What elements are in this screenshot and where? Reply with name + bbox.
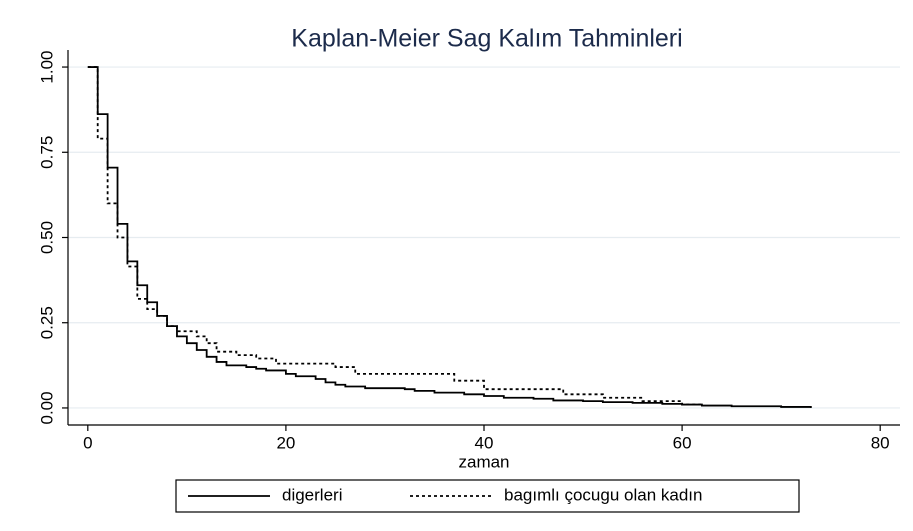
y-tick-label: 0.75 (37, 136, 56, 169)
y-tick-label: 0.00 (37, 391, 56, 424)
legend: digerleri bagımlı çocugu olan kadın (175, 479, 800, 513)
x-tick-label: 60 (673, 433, 692, 452)
chart-title: Kaplan-Meier Sag Kalım Tahminleri (291, 25, 682, 53)
x-tick-label: 40 (475, 433, 494, 452)
survival-line (87, 66, 703, 407)
x-tick-label: 20 (276, 433, 295, 452)
legend-box (175, 479, 800, 513)
y-tick-label: 0.25 (37, 306, 56, 339)
legend-label: digerleri (282, 485, 342, 504)
x-tick-label: 0 (83, 433, 92, 452)
y-tick-label: 0.50 (37, 221, 56, 254)
x-tick-label: 80 (871, 433, 890, 452)
x-axis-label: zaman (458, 452, 509, 471)
legend-label: bagımlı çocugu olan kadın (504, 485, 702, 504)
y-tick-label: 1.00 (37, 50, 56, 83)
